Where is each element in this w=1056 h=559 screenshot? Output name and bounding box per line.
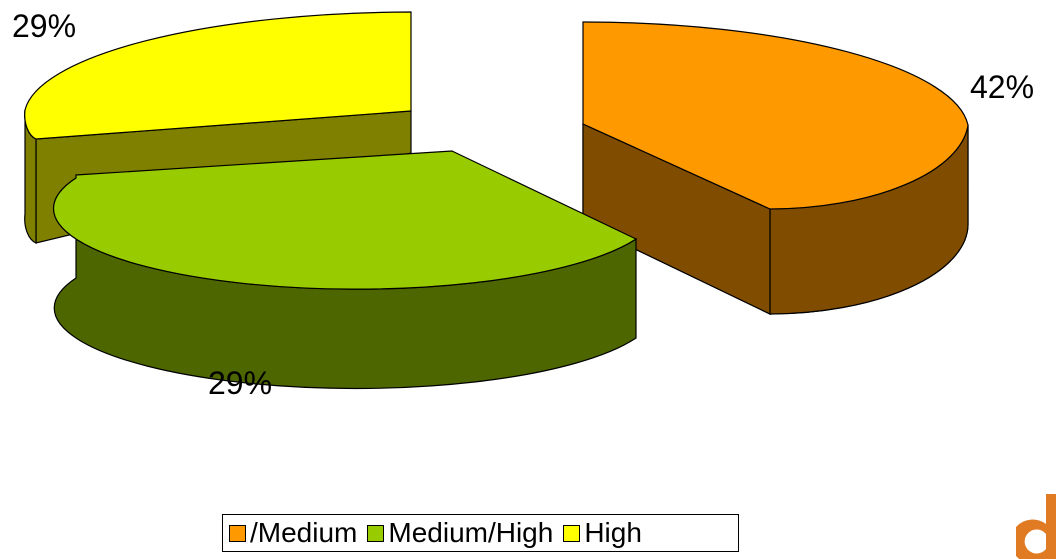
legend-label-high: High bbox=[584, 517, 642, 548]
legend-item-high: High bbox=[563, 519, 642, 547]
chart-legend: /Medium Medium/High High bbox=[222, 514, 739, 552]
slice-label-medium: 42% bbox=[970, 69, 1034, 105]
legend-label-medium-high: Medium/High bbox=[388, 517, 554, 548]
corner-logo bbox=[1016, 494, 1056, 559]
legend-swatch-high bbox=[563, 524, 581, 542]
legend-swatch-medium-high bbox=[367, 524, 385, 542]
pie-slice-medium-top bbox=[582, 21, 969, 210]
legend-label-medium: /Medium bbox=[250, 517, 358, 548]
slice-label-medium-high: 29% bbox=[208, 365, 272, 401]
slice-label-high: 29% bbox=[12, 8, 76, 44]
pie-slice-high-top bbox=[24, 11, 412, 140]
legend-item-medium-high: Medium/High bbox=[367, 519, 553, 547]
legend-item-medium: /Medium bbox=[229, 519, 357, 547]
pie-slice-medium bbox=[582, 21, 969, 315]
pie-slice-medium-high bbox=[52, 150, 638, 390]
legend-swatch-medium bbox=[229, 524, 246, 542]
pie-slice-medium-high-top bbox=[52, 150, 638, 290]
pie-chart: 42% 29% 29% bbox=[12, 8, 1034, 401]
